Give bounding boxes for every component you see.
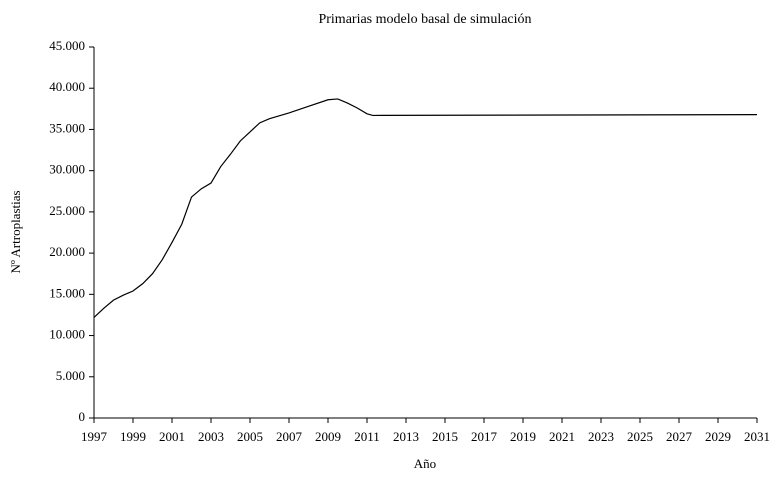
- y-tick-label: 0: [79, 409, 86, 424]
- y-tick-label: 25.000: [49, 203, 85, 218]
- x-tick-label: 2013: [393, 429, 419, 444]
- x-tick-label: 1999: [120, 429, 146, 444]
- y-tick-label: 40.000: [49, 79, 85, 94]
- x-tick-label: 2031: [744, 429, 770, 444]
- x-tick-label: 2007: [276, 429, 303, 444]
- y-tick-label: 15.000: [49, 285, 85, 300]
- chart-title: Primarias modelo basal de simulación: [318, 12, 531, 27]
- x-axis-title: Año: [414, 456, 436, 471]
- x-tick-label: 2003: [198, 429, 224, 444]
- x-tick-label: 2023: [588, 429, 614, 444]
- x-tick-label: 2029: [705, 429, 731, 444]
- y-tick-label: 30.000: [49, 162, 85, 177]
- y-tick-label: 5.000: [56, 368, 85, 383]
- x-tick-label: 2011: [354, 429, 380, 444]
- x-tick-label: 2015: [432, 429, 458, 444]
- x-tick-label: 2027: [666, 429, 693, 444]
- y-tick-label: 35.000: [49, 120, 85, 135]
- x-tick-label: 2005: [237, 429, 263, 444]
- x-tick-label: 2025: [627, 429, 653, 444]
- x-tick-label: 1997: [81, 429, 108, 444]
- data-line: [93, 98, 758, 318]
- y-tick-label: 10.000: [49, 327, 85, 342]
- x-tick-label: 2019: [510, 429, 536, 444]
- y-tick-label: 20.000: [49, 244, 85, 259]
- x-tick-label: 2017: [471, 429, 498, 444]
- y-tick-label: 45.000: [49, 38, 85, 53]
- x-tick-label: 2021: [549, 429, 575, 444]
- x-tick-label: 2009: [315, 429, 341, 444]
- y-axis-title: Nº Artroplastias: [8, 190, 23, 273]
- x-tick-label: 2001: [159, 429, 185, 444]
